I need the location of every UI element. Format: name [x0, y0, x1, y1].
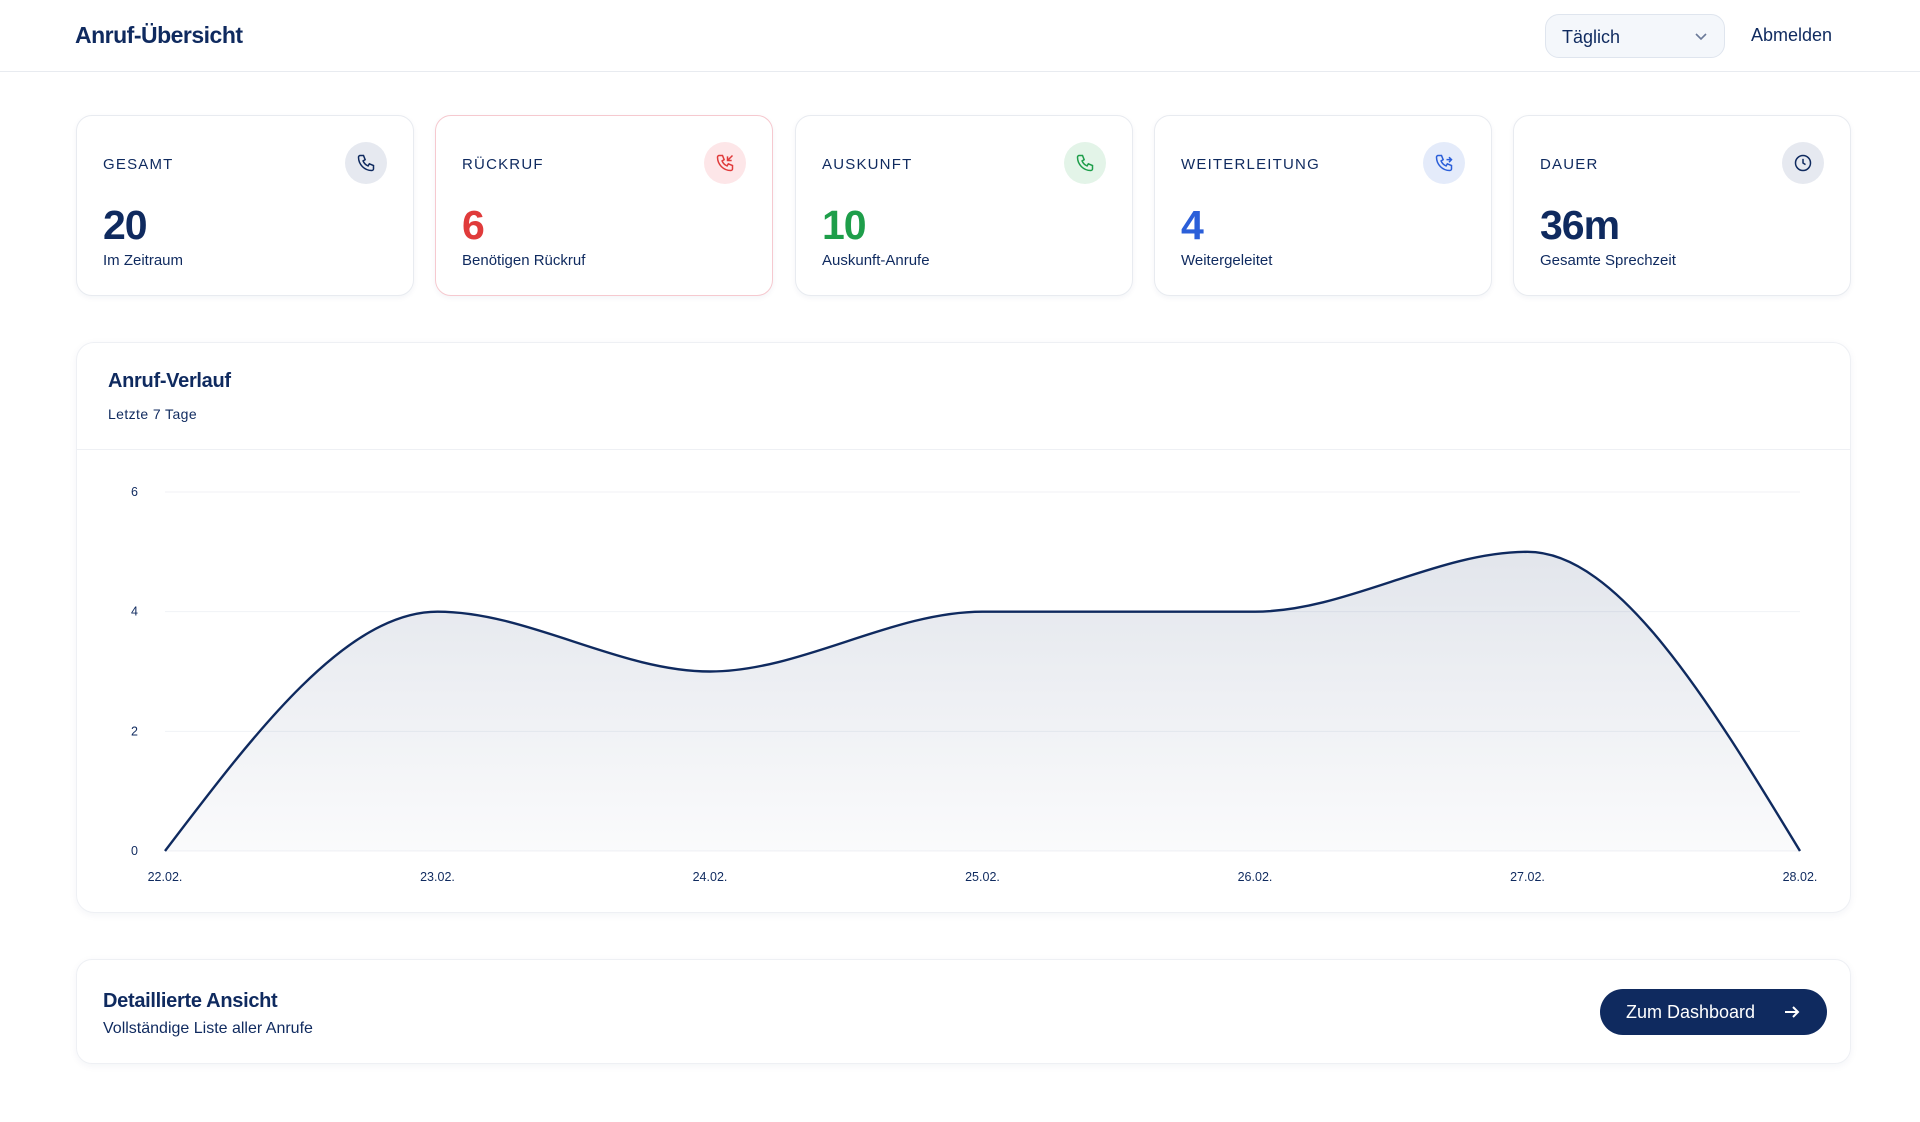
- stat-card: DAUER 36m Gesamte Sprechzeit: [1513, 115, 1851, 296]
- icon: [1064, 142, 1106, 184]
- x-tick-label: 25.02.: [965, 870, 1000, 884]
- card-value: 4: [1181, 202, 1204, 248]
- card-value: 10: [822, 202, 867, 248]
- card-value: 6: [462, 202, 485, 248]
- x-tick-label: 26.02.: [1238, 870, 1273, 884]
- card-value: 36m: [1540, 202, 1620, 248]
- header: Anruf-Übersicht Täglich Abmelden: [0, 0, 1920, 72]
- x-tick-label: 27.02.: [1510, 870, 1545, 884]
- detail-title: Detaillierte Ansicht: [103, 990, 278, 1012]
- card-value: 20: [103, 202, 148, 248]
- icon: [345, 142, 387, 184]
- page-title: Anruf-Übersicht: [75, 22, 243, 48]
- y-tick-label: 4: [131, 605, 138, 619]
- card-sub: Auskunft-Anrufe: [822, 252, 930, 269]
- card-label: GESAMT: [103, 156, 174, 173]
- y-tick-label: 2: [131, 724, 138, 738]
- card-label: RÜCKRUF: [462, 156, 544, 173]
- stat-card: AUSKUNFT 10 Auskunft-Anrufe: [795, 115, 1133, 296]
- divider: [77, 449, 1850, 450]
- chart-subtitle: Letzte 7 Tage: [108, 406, 198, 422]
- x-tick-label: 28.02.: [1783, 870, 1818, 884]
- card-sub: Weitergeleitet: [1181, 252, 1273, 269]
- card-label: WEITERLEITUNG: [1181, 156, 1320, 173]
- card-sub: Benötigen Rückruf: [462, 252, 586, 269]
- chart-title: Anruf-Verlauf: [108, 370, 231, 392]
- icon: [704, 142, 746, 184]
- period-select[interactable]: Täglich: [1545, 14, 1725, 58]
- select-value: Täglich: [1562, 27, 1621, 47]
- logout-button[interactable]: Abmelden: [1751, 25, 1833, 45]
- dashboard-button[interactable]: Zum Dashboard: [1600, 989, 1827, 1035]
- area: [165, 551, 1800, 851]
- button-label: Zum Dashboard: [1626, 1002, 1756, 1022]
- stat-card: GESAMT 20 Im Zeitraum: [76, 115, 414, 296]
- chart-card: Anruf-Verlauf Letzte 7 Tage 0 2 4 6 22.02. 23…: [76, 342, 1851, 913]
- icon: [1423, 142, 1465, 184]
- card-label: DAUER: [1540, 156, 1599, 173]
- chart: 0 2 4 6 22.02. 23.02. 24.02. 25.02. 26.02. 27.02.…: [131, 485, 1818, 884]
- card-sub: Im Zeitraum: [103, 252, 184, 269]
- card-sub: Gesamte Sprechzeit: [1540, 252, 1676, 269]
- card-label: AUSKUNFT: [822, 156, 913, 173]
- line: [164, 550, 1802, 852]
- x-tick-label: 23.02.: [420, 870, 455, 884]
- x-tick-label: 24.02.: [693, 870, 728, 884]
- x-tick-label: 22.02.: [148, 870, 183, 884]
- y-tick-label: 6: [131, 485, 138, 499]
- detail-card: Detaillierte Ansicht Vollständige Liste …: [76, 959, 1851, 1064]
- detail-subtitle: Vollständige Liste aller Anrufe: [103, 1020, 313, 1037]
- y-tick-label: 0: [131, 844, 138, 858]
- arrow: [1785, 1006, 1800, 1018]
- stat-card: RÜCKRUF 6 Benötigen Rückruf: [435, 115, 773, 296]
- icon: [1782, 142, 1824, 184]
- chevron: [1695, 33, 1707, 41]
- stat-card: WEITERLEITUNG 4 Weitergeleitet: [1154, 115, 1492, 296]
